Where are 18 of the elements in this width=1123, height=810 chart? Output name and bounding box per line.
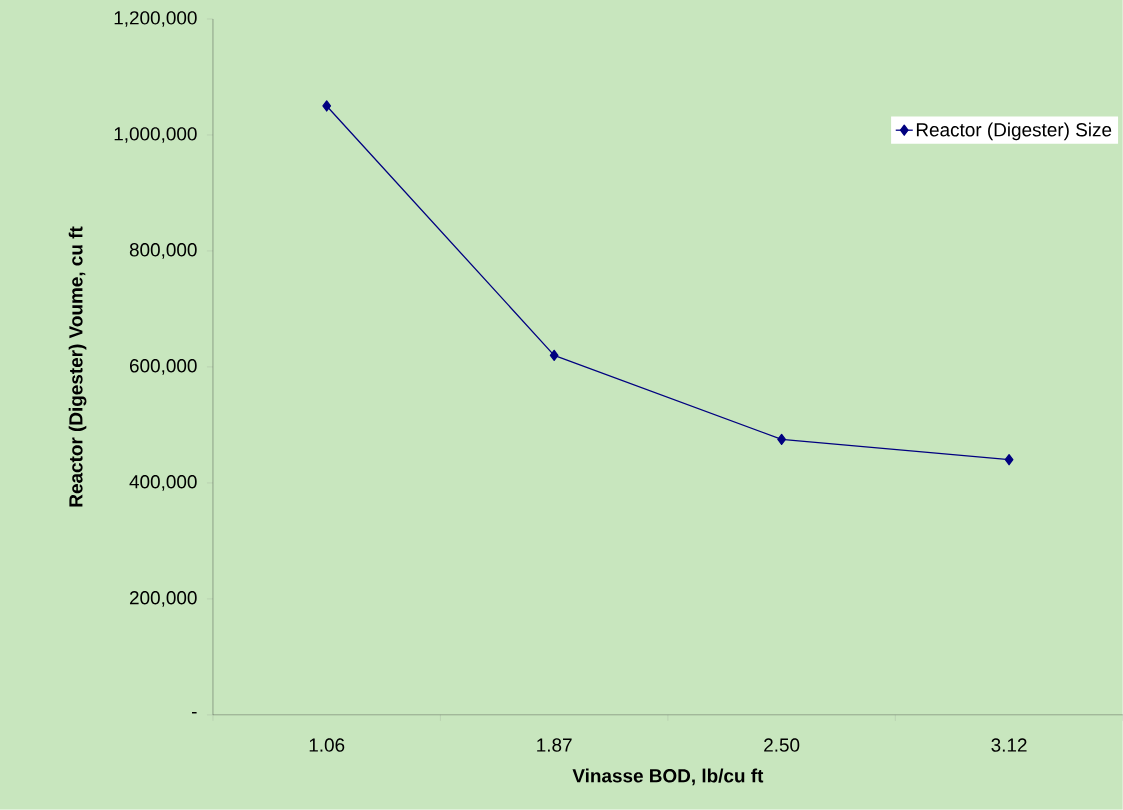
x-tick-label: 2.50 [764,738,800,752]
x-tick-label: 1.06 [309,738,345,752]
legend-label: Reactor (Digester) Size [916,122,1112,141]
y-tick-label: 1,000,000 [114,127,197,143]
point [1004,454,1014,466]
point [549,349,559,362]
x-axis-title: Vinasse BOD, lb/cu ft [572,768,764,786]
y-tick-label: 800,000 [129,243,197,259]
x-tick-label: 1.87 [537,738,572,752]
point [322,100,332,112]
y-tick-label: 200,000 [129,591,197,607]
x-tick-label: 3.12 [991,738,1027,752]
y-tick-label: 600,000 [129,359,197,375]
y-tick-label: - [191,712,197,714]
point [777,433,787,446]
y-tick-label: 400,000 [129,475,197,491]
y-axis-title: Reactor (Digester) Voume, cu ft [68,226,87,507]
y-tick-label: 1,200,000 [114,11,197,27]
